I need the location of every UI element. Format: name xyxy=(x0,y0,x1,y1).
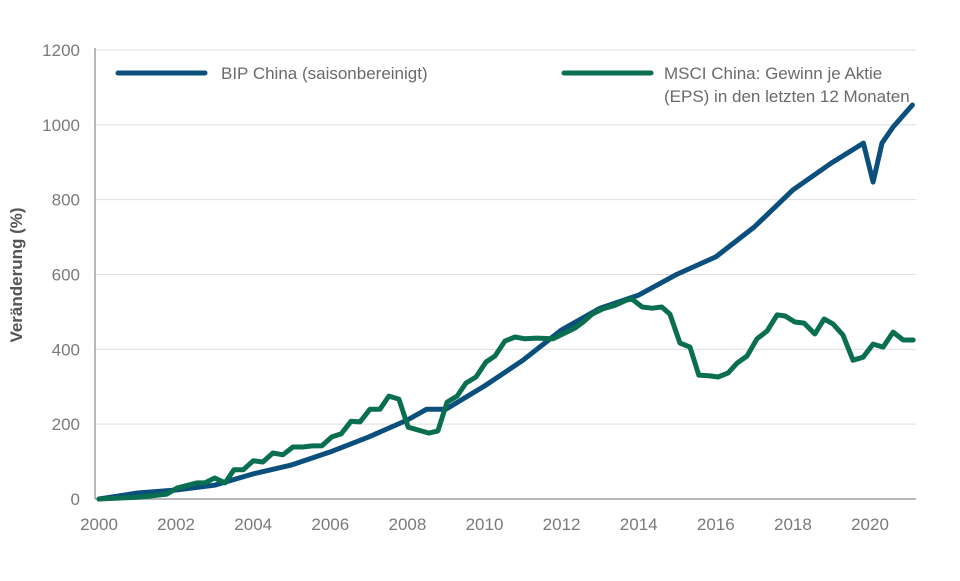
y-tick-label: 1200 xyxy=(42,41,80,60)
gdp-series-line xyxy=(96,102,915,502)
x-tick-label: 2012 xyxy=(543,515,581,534)
x-tick-label: 2000 xyxy=(80,515,118,534)
x-tick-label: 2010 xyxy=(466,515,504,534)
series-lines xyxy=(96,102,916,502)
eps-series-line xyxy=(96,296,916,502)
x-tick-label: 2016 xyxy=(697,515,735,534)
gridlines xyxy=(95,49,916,425)
y-tick-label: 400 xyxy=(52,340,80,359)
y-tick-label: 200 xyxy=(52,415,80,434)
x-tick-label: 2018 xyxy=(774,515,812,534)
legend-label-eps-line2: (EPS) in den letzten 12 Monaten xyxy=(664,87,910,106)
y-tick-label: 0 xyxy=(71,490,80,509)
y-tick-labels: 0 200 400 600 800 1000 1200 xyxy=(42,41,80,509)
y-axis-label: Veränderung (%) xyxy=(7,207,26,342)
y-tick-label: 800 xyxy=(52,191,80,210)
x-tick-label: 2006 xyxy=(311,515,349,534)
legend-label-gdp: BIP China (saisonbereinigt) xyxy=(221,64,428,83)
y-tick-label: 1000 xyxy=(42,116,80,135)
x-tick-labels: 2000 2002 2004 2006 2008 2010 2012 2014 2016 2018… xyxy=(80,515,889,534)
y-tick-label: 600 xyxy=(52,265,80,284)
x-tick-label: 2014 xyxy=(620,515,658,534)
legend-label-eps-line1: MSCI China: Gewinn je Aktie xyxy=(664,64,882,83)
legend: BIP China (saisonbereinigt) MSCI China: … xyxy=(115,64,910,106)
x-tick-label: 2002 xyxy=(157,515,195,534)
x-tick-label: 2020 xyxy=(851,515,889,534)
x-tick-label: 2004 xyxy=(234,515,272,534)
x-tick-label: 2008 xyxy=(388,515,426,534)
